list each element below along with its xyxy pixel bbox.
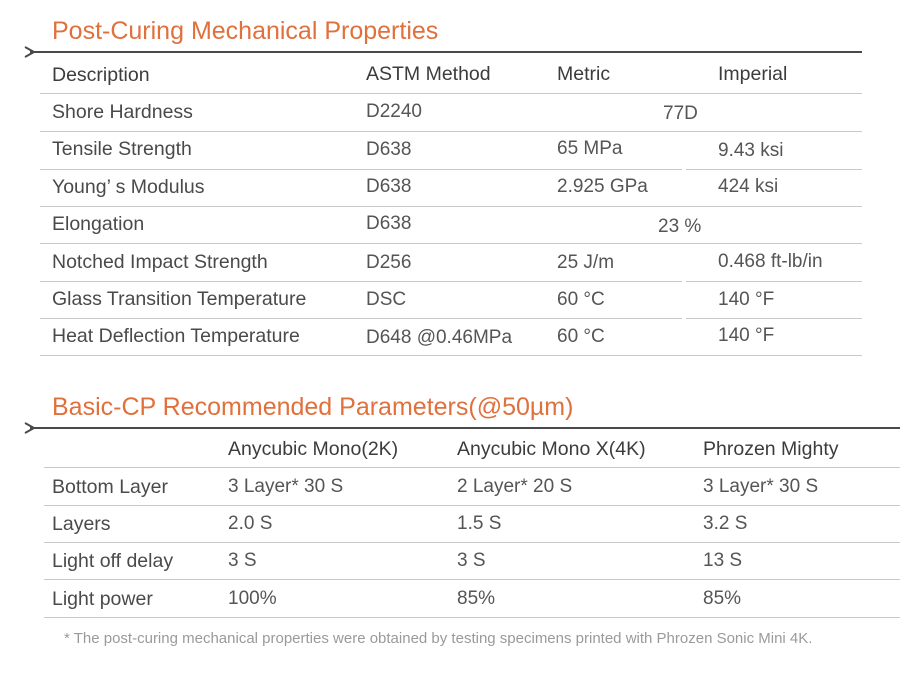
table-row-desc: Elongation — [52, 213, 145, 235]
table-row-value: 3 S — [457, 550, 486, 571]
table-row-desc: Notched Impact Strength — [52, 251, 268, 273]
table-row-desc: Heat Deflection Temperature — [52, 325, 300, 347]
table-row-metric: 60 °C — [557, 326, 605, 347]
row-divider — [44, 467, 900, 468]
table-row-metric: 25 J/m — [557, 252, 615, 273]
section-title-parameters: Basic-CP Recommended Parameters(@50µm) — [52, 393, 574, 421]
section-rule — [30, 51, 862, 53]
header-description: Description — [52, 64, 150, 86]
table-row-value: 3 Layer* 30 S — [228, 476, 344, 497]
footnote: * The post-curing mechanical properties … — [64, 630, 813, 647]
table-row-desc: Glass Transition Temperature — [52, 288, 307, 310]
table-row-method: D638 — [366, 139, 412, 160]
table-row-desc: Shore Hardness — [52, 101, 193, 123]
table-row-method: D256 — [366, 252, 412, 273]
table-row-imperial: 140 °F — [718, 289, 775, 310]
row-divider — [40, 131, 862, 132]
table-row-label: Bottom Layer — [52, 476, 168, 498]
table-row-value: 85% — [457, 588, 496, 609]
table-row-value: 13 S — [703, 550, 743, 571]
table-row-imperial: 9.43 ksi — [718, 140, 784, 161]
table-row-method: D648 @0.46MPa — [366, 327, 513, 348]
table-row-value: 85% — [703, 588, 742, 609]
table-row-method: D638 — [366, 213, 412, 234]
header-metric: Metric — [557, 63, 611, 85]
table-row-metric: 60 °C — [557, 289, 605, 310]
table-row-value: 3 S — [228, 550, 257, 571]
table-row-metric: 2.925 GPa — [557, 176, 648, 197]
header-anycubic-mono-x-4k: Anycubic Mono X(4K) — [457, 438, 646, 460]
table-row-merged-value: 77D — [663, 103, 698, 124]
section-title-mechanical: Post-Curing Mechanical Properties — [52, 17, 439, 45]
table-row-value: 2.0 S — [228, 513, 273, 534]
table-row-value: 2 Layer* 20 S — [457, 476, 573, 497]
table-row-label: Layers — [52, 513, 111, 535]
table-row-desc: Young’ s Modulus — [52, 176, 205, 198]
row-divider — [40, 93, 862, 94]
header-phrozen-mighty: Phrozen Mighty — [703, 438, 839, 460]
table-row-label: Light power — [52, 588, 153, 610]
table-row-value: 3 Layer* 30 S — [703, 476, 819, 497]
table-row-label: Light off delay — [52, 550, 174, 572]
row-divider — [40, 206, 862, 207]
row-divider — [686, 318, 862, 319]
table-row-method: D2240 — [366, 101, 422, 122]
row-divider — [44, 579, 900, 580]
row-divider — [40, 169, 682, 170]
table-row-method: D638 — [366, 176, 412, 197]
header-astm-method: ASTM Method — [366, 63, 491, 85]
table-row-value: 100% — [228, 588, 277, 609]
header-imperial: Imperial — [718, 63, 788, 85]
table-row-value: 3.2 S — [703, 513, 748, 534]
row-divider — [40, 355, 862, 356]
table-row-method: DSC — [366, 289, 407, 310]
table-row-metric: 65 MPa — [557, 138, 623, 159]
table-row-merged-value: 23 % — [658, 216, 702, 237]
table-row-imperial: 140 °F — [718, 325, 775, 346]
row-divider — [40, 243, 862, 244]
row-divider — [44, 542, 900, 543]
row-divider — [686, 169, 862, 170]
header-anycubic-mono-2k: Anycubic Mono(2K) — [228, 438, 399, 460]
table-row-imperial: 424 ksi — [718, 176, 779, 197]
table-row-imperial: 0.468 ft-lb/in — [718, 251, 823, 272]
table-row-desc: Tensile Strength — [52, 138, 192, 160]
row-divider — [44, 617, 900, 618]
row-divider — [40, 281, 682, 282]
section-rule — [30, 427, 900, 429]
row-divider — [44, 505, 900, 506]
row-divider — [40, 318, 682, 319]
row-divider — [686, 281, 862, 282]
table-row-value: 1.5 S — [457, 513, 502, 534]
